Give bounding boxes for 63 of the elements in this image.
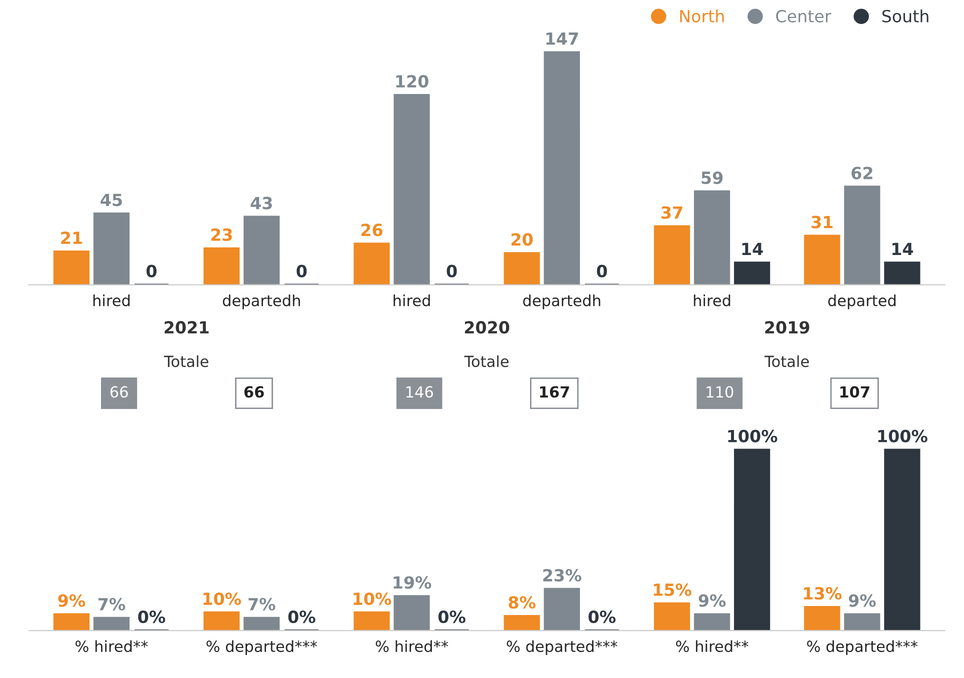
x-tick-label: % hired** [76,640,148,652]
data-label: 14 [742,242,763,255]
x-tick-label: % hired** [676,640,748,652]
text: 167 [540,386,570,398]
text: Totale [464,355,509,368]
data-label: 7% [98,598,126,610]
text: 107 [840,386,870,398]
x-tick-label: hired [93,294,130,306]
data-label: 10% [204,592,242,606]
x-tick-label: % departed*** [506,640,618,656]
x-tick-label: % departed*** [206,640,318,656]
data-label: 59 [702,171,723,184]
x-tick-label: departedh [222,294,300,310]
data-label: 0% [438,610,466,624]
text: 66 [110,386,128,398]
data-label: 0 [596,264,607,278]
data-label: 100% [878,430,928,442]
text: 66 [244,386,264,398]
x-tick-label: % hired** [376,640,448,652]
data-label: 31 [812,216,833,228]
text: 2019 [765,321,810,334]
data-label: 0 [446,264,457,278]
x-tick-label: hired [394,294,430,306]
data-label: 20 [512,233,533,246]
legend-label: South [882,10,928,22]
text: 110 [706,386,734,398]
text: 146 [406,386,433,398]
data-label: 0 [146,264,157,278]
data-label: 120 [396,74,428,88]
x-tick-label: departed [828,294,896,310]
data-label: 8% [508,596,536,609]
data-label: 10% [354,592,392,606]
data-label: 0 [296,264,307,278]
data-label: 100% [728,430,778,442]
text: 2020 [464,321,510,334]
data-label: 37 [662,206,682,219]
data-label: 23 [211,228,232,241]
data-label: 147 [546,32,578,45]
data-label: 21 [61,232,82,244]
data-label: 9% [58,594,86,607]
x-tick-label: departedh [523,294,600,310]
x-tick-label: % departed*** [807,640,918,656]
data-label: 15% [654,583,692,596]
data-label: 62 [852,166,872,180]
data-label: 7% [248,598,276,610]
data-label: 45 [100,194,122,206]
data-label: 9% [698,594,726,607]
data-label: 14 [892,242,914,255]
data-label: 9% [848,594,876,607]
data-label: 0% [288,610,316,624]
data-label: 0% [588,610,616,624]
text: Totale [164,355,208,368]
data-label: 13% [804,587,842,600]
data-label: 23% [543,568,582,582]
data-label: 0% [138,610,166,624]
text: 2021 [164,321,209,334]
legend-label: Center [776,10,832,22]
data-label: 26 [361,224,382,236]
x-tick-label: hired [694,294,730,306]
text: Totale [764,355,809,368]
data-label: 43 [250,196,272,210]
data-label: 19% [394,576,432,589]
legend-label: North [680,10,724,22]
